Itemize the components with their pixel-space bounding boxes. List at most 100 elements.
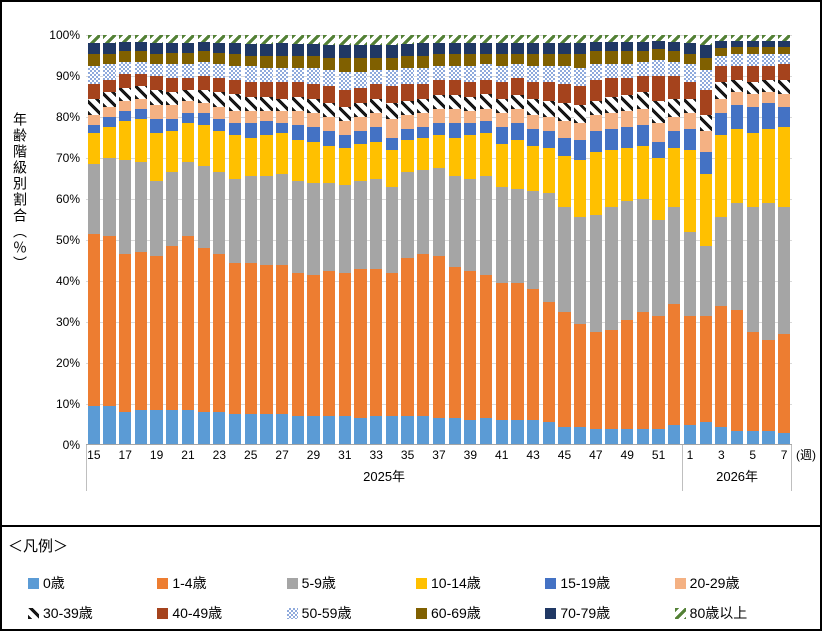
segment-60-69歳	[636, 51, 650, 62]
bar-2025-w37	[432, 35, 446, 445]
segment-20-29歳	[323, 117, 336, 132]
segment-1-4歳	[699, 315, 712, 423]
segment-10-14歳	[495, 143, 508, 187]
segment-40-49歳	[668, 76, 681, 99]
x-tick-label: 15	[87, 448, 101, 462]
segment-60-69歳	[621, 51, 634, 64]
legend-items: 0歳 1-4歳 5-9歳 10-14歳 15-19歳 20-29歳 30-39歳 40-49歳…	[28, 573, 800, 623]
segment-30-39歳	[511, 94, 524, 109]
segment-0歳	[479, 418, 493, 445]
bar-2025-w36	[417, 35, 430, 445]
segment-20-29歳	[150, 104, 163, 120]
segment-80歳以上	[652, 35, 665, 41]
segment-15-19歳	[370, 127, 383, 142]
segment-20-29歳	[385, 119, 399, 138]
x-tick-label: 1	[686, 448, 694, 462]
legend: ＜凡例＞ 0歳 1-4歳 5-9歳 10-14歳 15-19歳 20-29歳 30-39歳 4…	[2, 527, 820, 631]
segment-50-59歳	[589, 63, 602, 81]
segment-40-49歳	[636, 76, 650, 93]
x-tick-label	[666, 445, 682, 465]
segment-0歳	[511, 420, 524, 445]
segment-0歳	[464, 420, 477, 445]
segment-30-39歳	[260, 96, 273, 111]
segment-20-29歳	[166, 104, 179, 120]
legend-label: 30-39歳	[43, 605, 93, 621]
segment-10-14歳	[197, 125, 210, 167]
segment-40-49歳	[87, 84, 100, 99]
segment-40-49歳	[730, 65, 744, 81]
segment-30-39歳	[715, 82, 728, 99]
bar-slot	[164, 35, 180, 445]
segment-80歳以上	[777, 35, 791, 42]
bar-2025-w22	[197, 35, 210, 445]
bar-slot	[761, 35, 777, 445]
segment-30-39歳	[275, 98, 289, 111]
segment-40-49歳	[699, 90, 712, 115]
segment-60-69歳	[354, 57, 367, 72]
x-tick-label: 47	[589, 448, 603, 462]
legend-item-0歳: 0歳	[28, 573, 153, 593]
segment-50-59歳	[511, 63, 524, 79]
bar-2025-w44	[542, 35, 555, 445]
segment-15-19歳	[589, 131, 602, 152]
bar-slot	[180, 35, 196, 445]
segment-10-14歳	[479, 133, 493, 177]
segment-1-4歳	[244, 262, 257, 415]
segment-40-49歳	[166, 78, 179, 93]
x-tick-label	[133, 445, 149, 465]
segment-5-9歳	[119, 160, 132, 255]
segment-20-29歳	[511, 108, 524, 124]
bar-slot	[510, 35, 526, 445]
segment-15-19歳	[103, 117, 116, 128]
x-tick-label	[196, 445, 212, 465]
year-group-separator	[86, 445, 87, 491]
segment-1-4歳	[385, 272, 399, 417]
segment-60-69歳	[668, 51, 681, 62]
segment-40-49歳	[589, 80, 602, 101]
segment-5-9歳	[338, 184, 351, 273]
segment-10-14歳	[448, 137, 461, 177]
bar-2026-w5	[746, 35, 759, 445]
segment-1-4歳	[730, 309, 744, 431]
segment-15-19歳	[291, 125, 304, 140]
segment-80歳以上	[683, 35, 697, 44]
segment-40-49歳	[495, 82, 508, 99]
segment-30-39歳	[746, 82, 759, 95]
segment-0歳	[526, 420, 540, 445]
bar-2026-w4	[730, 35, 744, 445]
segment-50-59歳	[574, 67, 587, 87]
segment-10-14歳	[574, 160, 587, 218]
segment-40-49歳	[542, 82, 555, 101]
segment-15-19歳	[119, 110, 132, 122]
segment-0歳	[338, 416, 351, 445]
segment-0歳	[605, 428, 618, 445]
segment-80歳以上	[370, 35, 383, 46]
segment-20-29歳	[119, 100, 132, 111]
segment-5-9歳	[746, 207, 759, 333]
segment-0歳	[417, 416, 430, 445]
segment-50-59歳	[354, 71, 367, 89]
segment-0歳	[134, 410, 148, 445]
bar-slot	[557, 35, 573, 445]
segment-1-4歳	[558, 311, 571, 427]
x-tick-label	[729, 445, 745, 465]
segment-40-49歳	[260, 82, 273, 97]
segment-5-9歳	[715, 217, 728, 306]
bar-2025-w42	[511, 35, 524, 445]
x-tick-label: 21	[181, 448, 195, 462]
segment-30-39歳	[605, 96, 618, 113]
segment-30-39歳	[401, 100, 414, 115]
segment-15-19歳	[652, 141, 665, 159]
segment-0歳	[197, 412, 210, 445]
segment-15-19歳	[762, 102, 775, 130]
segment-50-59歳	[87, 65, 100, 85]
segment-70-79歳	[730, 40, 744, 48]
segment-1-4歳	[652, 315, 665, 429]
segment-60-69歳	[150, 53, 163, 64]
segment-0歳	[636, 428, 650, 445]
segment-60-69歳	[495, 53, 508, 66]
segment-5-9歳	[558, 207, 571, 312]
bar-2025-w25	[244, 35, 257, 445]
segment-5-9歳	[181, 162, 195, 236]
segment-5-9歳	[542, 192, 555, 302]
